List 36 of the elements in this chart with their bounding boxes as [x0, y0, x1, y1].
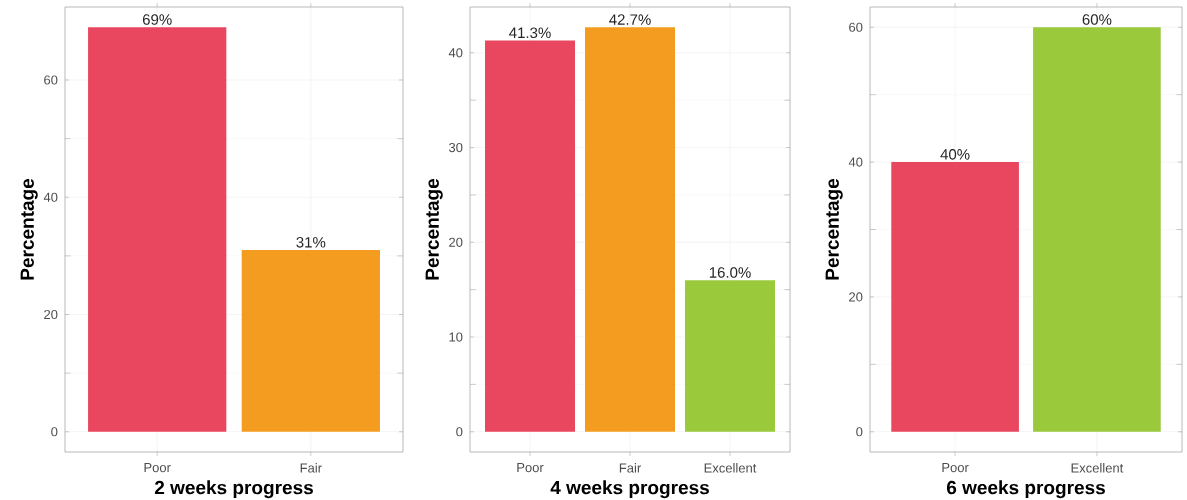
y-tick-label: 40 [43, 192, 58, 202]
x-tick-label: Excellent [704, 463, 757, 473]
x-axis-title: 2 weeks progress [154, 480, 313, 499]
bar [485, 40, 576, 432]
x-tick-label: Poor [942, 463, 969, 473]
y-tick-label: 60 [849, 22, 863, 32]
y-axis-title: Percentage [425, 178, 443, 280]
bar [685, 280, 776, 432]
y-tick-label: 20 [849, 292, 863, 302]
y-tick-label: 60 [44, 75, 58, 85]
data-label: 41.3% [509, 27, 551, 39]
y-tick-label: 20 [44, 309, 58, 320]
data-label: 69% [142, 14, 172, 25]
y-tick-label: 0 [856, 427, 863, 437]
x-axis-title: 4 weeks progress [550, 480, 709, 499]
y-axis-title: Percentage [825, 178, 843, 280]
x-tick-label: Excellent [1071, 463, 1124, 473]
y-tick-label: 0 [456, 427, 463, 437]
y-tick-label: 30 [448, 142, 463, 153]
x-tick-label: Fair [300, 463, 322, 473]
x-axis-title: 6 weeks progress [946, 480, 1105, 499]
data-label: 60% [1082, 14, 1112, 25]
bar [585, 27, 676, 432]
data-label: 31% [296, 237, 326, 248]
y-tick-label: 0 [51, 427, 58, 437]
data-label: 42.7% [609, 14, 651, 25]
data-label: 16.0% [709, 267, 751, 278]
y-tick-label: 40 [448, 48, 463, 58]
y-axis-title: Percentage [20, 178, 38, 280]
x-tick-label: Fair [619, 463, 641, 473]
y-tick-label: 10 [449, 332, 463, 342]
data-label: 40% [940, 149, 970, 160]
y-tick-label: 40 [848, 157, 863, 167]
x-tick-label: Poor [144, 463, 171, 473]
x-tick-label: Poor [517, 463, 544, 473]
y-tick-label: 20 [449, 237, 463, 247]
